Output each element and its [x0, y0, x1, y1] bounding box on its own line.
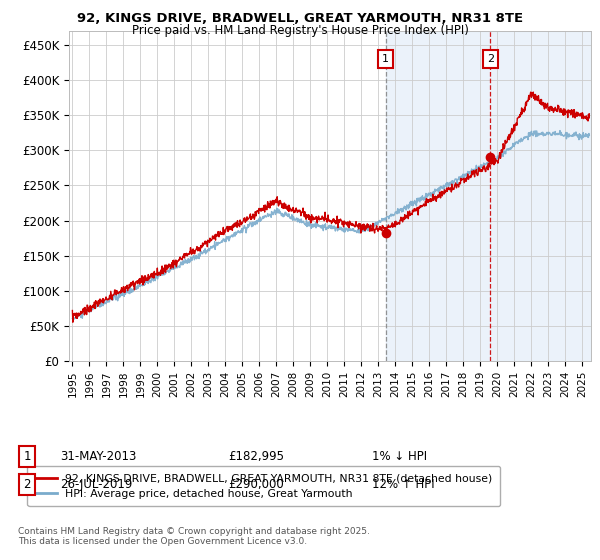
Text: 31-MAY-2013: 31-MAY-2013 — [60, 450, 136, 463]
Text: 26-JUL-2019: 26-JUL-2019 — [60, 478, 133, 491]
Text: 12% ↑ HPI: 12% ↑ HPI — [372, 478, 434, 491]
Text: 1: 1 — [382, 54, 389, 64]
Text: £290,000: £290,000 — [228, 478, 284, 491]
Text: 2: 2 — [487, 54, 494, 64]
Legend: 92, KINGS DRIVE, BRADWELL, GREAT YARMOUTH, NR31 8TE (detached house), HPI: Avera: 92, KINGS DRIVE, BRADWELL, GREAT YARMOUT… — [28, 466, 500, 506]
Text: Contains HM Land Registry data © Crown copyright and database right 2025.
This d: Contains HM Land Registry data © Crown c… — [18, 526, 370, 546]
Text: 2: 2 — [23, 478, 31, 491]
Text: Price paid vs. HM Land Registry's House Price Index (HPI): Price paid vs. HM Land Registry's House … — [131, 24, 469, 36]
Text: 92, KINGS DRIVE, BRADWELL, GREAT YARMOUTH, NR31 8TE: 92, KINGS DRIVE, BRADWELL, GREAT YARMOUT… — [77, 12, 523, 25]
Text: 1: 1 — [23, 450, 31, 463]
Text: £182,995: £182,995 — [228, 450, 284, 463]
Text: 1% ↓ HPI: 1% ↓ HPI — [372, 450, 427, 463]
Bar — [386, 31, 591, 361]
